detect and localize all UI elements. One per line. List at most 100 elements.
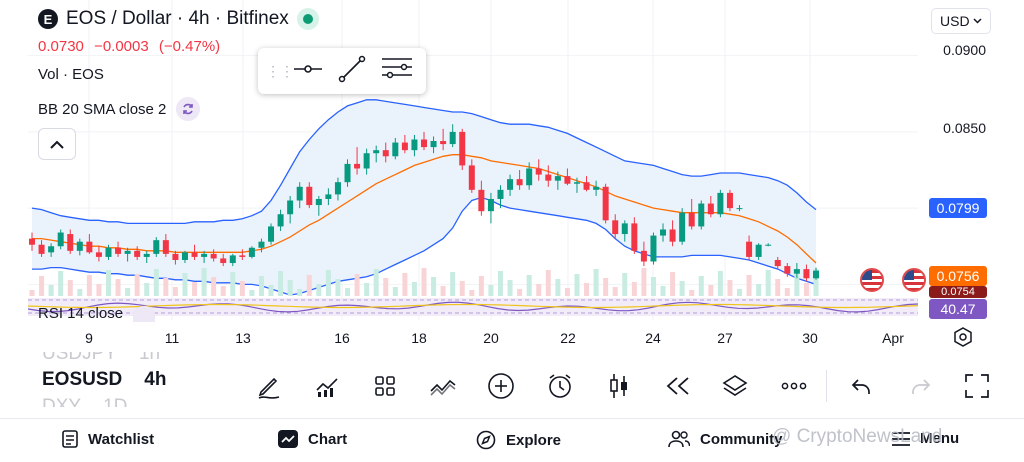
candle-body [459,131,466,166]
time-axis-tick: 24 [645,330,661,346]
volume-bar [689,290,695,296]
candle-body [354,163,361,169]
drawing-pen-icon[interactable] [254,371,284,401]
volume-bar [163,278,169,296]
symbol-header[interactable]: E EOS / Dollar · 4h · Bitfinex [38,8,319,30]
candle-body [650,235,657,262]
candle-body [258,241,265,248]
nav-watchlist-label: Watchlist [88,430,155,448]
layers-icon[interactable] [720,371,750,401]
symbol-option-interval: 1h [138,352,161,364]
refresh-icon[interactable] [176,97,201,121]
replay-icon[interactable] [663,371,693,401]
current-symbol[interactable]: EOSUSD 4h [42,366,166,393]
candle-body [115,247,122,254]
symbol-title: EOS / Dollar · 4h · Bitfinex [66,8,289,29]
refresh-icon[interactable] [133,306,156,322]
us-flag-event-icon[interactable] [860,268,884,292]
candle-body [736,208,743,210]
volume-bar [249,290,255,296]
candle-type-icon[interactable] [604,371,634,401]
volume-bar [402,273,408,296]
rsi-indicator-legend[interactable]: RSI 14 close [38,306,156,322]
candle-body [67,234,74,251]
volume-bar [153,269,159,296]
horizontal-ray-icon[interactable] [294,62,322,80]
volume-bar [488,285,494,296]
candle-body [86,241,93,253]
indicators-icon[interactable] [312,371,342,401]
candle-body [95,252,102,257]
watchlist-icon [62,430,78,448]
chart-icon [278,430,298,448]
bottom-navigation [0,418,1024,462]
volume-bar [287,280,293,296]
volume-bar [650,277,656,296]
alarm-clock-icon[interactable] [545,371,575,401]
more-icon[interactable] [779,371,809,401]
volume-bar [258,276,264,296]
settings-lines-icon[interactable] [382,56,412,87]
candle-body [746,241,753,257]
candle-body [784,266,791,274]
candle-body [765,244,772,246]
candle-body [487,198,494,212]
market-status-icon [296,8,319,30]
candle-body [707,203,714,215]
candle-body [382,150,389,157]
collapse-legend-button[interactable] [38,128,76,160]
candle-body [268,226,275,242]
undo-icon[interactable] [846,371,876,401]
volume-bar [517,289,523,296]
layout-grid-icon[interactable] [370,371,400,401]
symbol-option[interactable]: DXY 1D [42,393,166,407]
chart-canvas[interactable] [0,0,1024,345]
volume-bar [756,284,762,296]
volume-bar [631,282,637,296]
nav-watchlist[interactable]: Watchlist [62,430,154,448]
current-interval: 4h [144,369,167,390]
volume-bar [526,275,532,296]
volume-bar [784,288,790,296]
symbol-picker[interactable]: USDJPY 1h EOSUSD 4h DXY 1D [42,352,166,407]
volume-bar [737,289,743,296]
nav-menu-label: Menu [920,430,960,447]
drag-handle-icon[interactable]: ⋮⋮ [266,63,294,79]
candle-body [621,223,628,235]
candle-body [573,182,580,184]
nav-explore[interactable]: Explore [476,430,561,450]
bb-indicator-legend[interactable]: BB 20 SMA close 2 [38,97,201,121]
volume-bar [641,268,647,296]
candle-body [449,131,456,145]
candle-body [612,220,619,235]
volume-bar [717,271,723,296]
nav-chart[interactable]: Chart [278,430,347,448]
nav-community[interactable]: Community [668,430,783,448]
volume-bar [335,279,341,296]
volume-bar [765,270,771,296]
volume-bar [39,276,45,296]
volume-bar [144,283,150,296]
volume-bar [478,276,484,296]
candle-body [631,223,638,251]
volume-bar [58,271,64,296]
compass-icon [476,430,496,450]
candle-body [401,142,408,151]
compare-symbol-icon[interactable] [428,371,458,401]
bollinger-lower-line [32,196,817,296]
redo-icon[interactable] [906,371,936,401]
candle-body [229,255,236,264]
volume-indicator-label[interactable]: Vol · EOS [38,66,104,83]
candle-body [48,246,55,253]
candle-body [153,240,160,254]
add-icon[interactable] [486,371,516,401]
symbol-option[interactable]: USDJPY 1h [42,352,166,366]
candle-body [660,229,667,236]
trend-line-icon[interactable] [338,55,366,88]
us-flag-event-icon[interactable] [902,268,926,292]
fullscreen-icon[interactable] [962,371,992,401]
nav-menu[interactable]: Menu [892,430,959,447]
chart-settings-icon[interactable] [952,326,974,353]
volume-bar [134,274,140,296]
currency-selector[interactable]: USD [931,8,991,34]
